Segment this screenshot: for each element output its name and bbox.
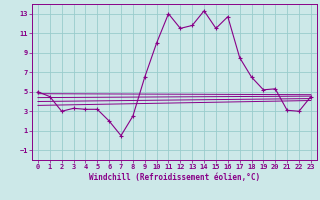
X-axis label: Windchill (Refroidissement éolien,°C): Windchill (Refroidissement éolien,°C) — [89, 173, 260, 182]
